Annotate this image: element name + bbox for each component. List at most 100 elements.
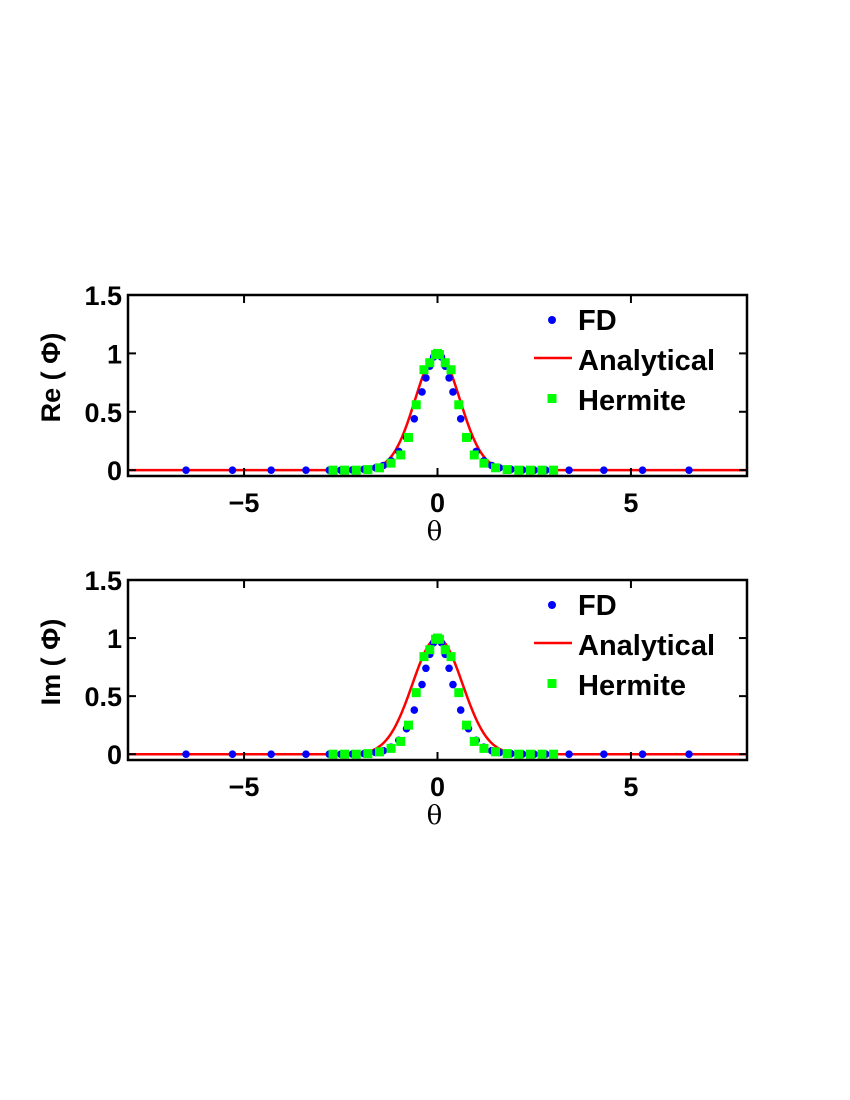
hermite-point bbox=[374, 747, 384, 757]
fd-point bbox=[302, 466, 310, 474]
hermite-point bbox=[537, 465, 547, 475]
hermite-point bbox=[340, 749, 350, 759]
hermite-point bbox=[340, 465, 350, 475]
fd-point bbox=[267, 466, 275, 474]
hermite-point bbox=[363, 465, 373, 475]
hermite-point bbox=[374, 463, 384, 473]
hermite-point bbox=[351, 749, 361, 759]
fd-point bbox=[445, 374, 453, 382]
hermite-point bbox=[446, 652, 456, 662]
legend: FD Analytical Hermite bbox=[534, 305, 715, 417]
hermite-point bbox=[502, 465, 512, 475]
hermite-point bbox=[351, 465, 361, 475]
y-tick-label: 0.5 bbox=[84, 682, 122, 712]
fd-point bbox=[449, 680, 457, 689]
fd-point bbox=[456, 414, 465, 423]
hermite-point bbox=[403, 720, 413, 730]
legend-hermite-marker bbox=[547, 394, 557, 403]
hermite-point bbox=[440, 645, 450, 655]
hermite-point bbox=[396, 450, 406, 460]
hermite-point bbox=[454, 400, 464, 410]
fd-point bbox=[182, 750, 190, 758]
hermite-point bbox=[425, 645, 435, 655]
fd-point bbox=[418, 388, 426, 396]
panel-real-part: −5 0 5 0 0.5 1 1.5 θ Re ( Φ) FD Analytical Hermite bbox=[36, 281, 749, 547]
hermite-point bbox=[491, 747, 501, 757]
hermite-point bbox=[479, 743, 489, 753]
hermite-point bbox=[411, 400, 421, 410]
fd-point bbox=[182, 466, 190, 474]
hermite-point bbox=[469, 736, 479, 746]
hermite-point bbox=[469, 450, 479, 460]
hermite-point bbox=[479, 458, 489, 468]
hermite-point bbox=[525, 749, 535, 759]
y-tick-label: 1.5 bbox=[84, 566, 122, 596]
y-tick-label: 0 bbox=[107, 740, 122, 770]
hermite-point bbox=[549, 749, 559, 759]
legend-label: FD bbox=[578, 590, 617, 622]
fd-point bbox=[638, 466, 647, 474]
y-axis-label: Re ( Φ) bbox=[36, 333, 66, 423]
fd-point bbox=[422, 664, 430, 673]
legend-label: Hermite bbox=[578, 385, 686, 417]
hermite-point bbox=[434, 350, 444, 360]
hermite-point bbox=[440, 358, 450, 368]
x-tick-label: 5 bbox=[623, 488, 638, 518]
y-tick-label: 0 bbox=[107, 456, 122, 486]
x-tick-label: 0 bbox=[430, 488, 445, 518]
legend-label: Hermite bbox=[578, 670, 686, 702]
hermite-point bbox=[491, 463, 501, 473]
hermite-point bbox=[411, 688, 421, 698]
y-tick-label: 1 bbox=[107, 624, 122, 654]
legend-hermite-marker bbox=[547, 679, 557, 688]
hermite-point bbox=[446, 365, 456, 375]
fd-point bbox=[228, 466, 237, 474]
fd-point bbox=[410, 414, 419, 423]
legend-label: FD bbox=[578, 305, 617, 337]
legend-fd-marker bbox=[548, 601, 556, 609]
fd-point bbox=[422, 374, 430, 382]
hermite-point bbox=[454, 688, 464, 698]
y-axis-label: Im ( Φ) bbox=[36, 619, 66, 706]
fd-point bbox=[600, 750, 608, 758]
x-tick-label: −5 bbox=[229, 488, 260, 518]
hermite-point bbox=[514, 749, 524, 759]
plot-area bbox=[128, 348, 747, 475]
hermite-point bbox=[549, 465, 559, 475]
x-tick-label: 0 bbox=[430, 772, 445, 802]
hermite-point bbox=[328, 465, 338, 475]
hermite-point bbox=[403, 432, 413, 442]
hermite-point bbox=[434, 634, 444, 644]
hermite-point bbox=[462, 720, 472, 730]
hermite-point bbox=[363, 749, 373, 759]
x-tick-label: 5 bbox=[623, 772, 638, 802]
panel-imaginary-part: −5 0 5 0 0.5 1 1.5 θ Im ( Φ) FD Analytical Hermite bbox=[36, 566, 749, 831]
y-tick-label: 1 bbox=[107, 339, 122, 369]
hermite-point bbox=[462, 432, 472, 442]
fd-point bbox=[685, 466, 693, 474]
fd-point bbox=[410, 706, 419, 714]
fd-point bbox=[638, 750, 647, 758]
hermite-point bbox=[425, 358, 435, 368]
legend: FD Analytical Hermite bbox=[534, 590, 715, 702]
fd-point bbox=[418, 680, 426, 689]
plot-area bbox=[128, 633, 747, 759]
fd-point bbox=[267, 750, 275, 758]
fd-point bbox=[449, 388, 457, 396]
fd-point bbox=[600, 466, 608, 474]
hermite-point bbox=[514, 465, 524, 475]
hermite-point bbox=[537, 749, 547, 759]
hermite-point bbox=[396, 736, 406, 746]
x-tick-label: −5 bbox=[229, 772, 260, 802]
fd-point bbox=[565, 750, 573, 758]
hermite-point bbox=[502, 749, 512, 759]
legend-label: Analytical bbox=[578, 345, 715, 377]
hermite-point bbox=[419, 365, 429, 375]
x-axis-label: θ bbox=[427, 801, 443, 831]
hermite-point bbox=[386, 458, 396, 468]
legend-label: Analytical bbox=[578, 630, 715, 662]
fd-point bbox=[456, 706, 465, 714]
legend-fd-marker bbox=[548, 316, 556, 324]
y-tick-label: 0.5 bbox=[84, 398, 122, 428]
